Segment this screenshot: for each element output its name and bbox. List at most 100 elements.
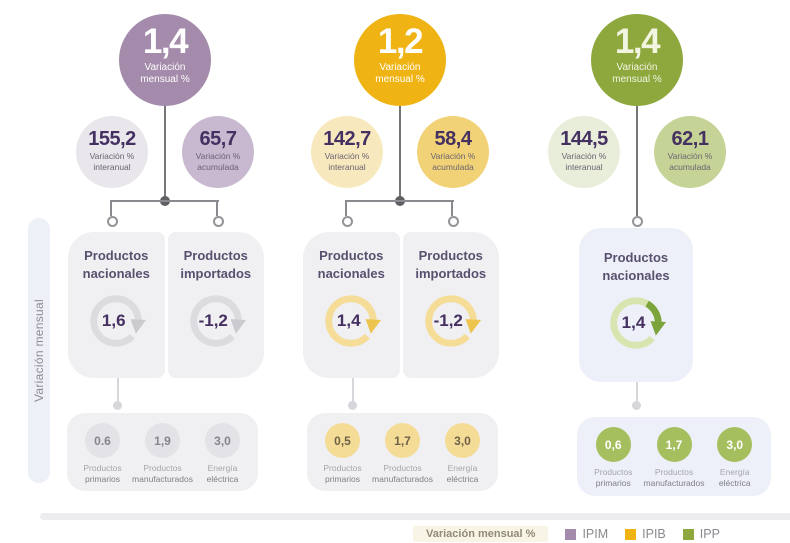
circular-arrow-icon (325, 295, 382, 348)
ipib-swatch-icon (625, 528, 637, 540)
products-card: Productos nacionales 1,6 Productos impor… (68, 232, 264, 378)
title-line: importados (415, 266, 487, 282)
breakdown-value-bubble: 1,7 (656, 427, 692, 462)
circular-arrow-wrap: 1,4 (605, 292, 667, 354)
label-line: acumulada (669, 162, 711, 173)
node-circle (213, 216, 224, 227)
accumulated-circle: 65,7 Variación % acumulada (182, 116, 254, 188)
legend-title: Variación mensual % (413, 526, 549, 542)
branch-line (345, 200, 454, 202)
accumulated-label: Variación % acumulada (654, 151, 726, 174)
breakdown-item: 1,7 Productos manufacturados (644, 427, 705, 496)
node-circle (448, 216, 459, 227)
card-productos-importados: Productos importados -1,2 (167, 232, 264, 378)
label-line: Variación % (195, 151, 241, 161)
label-line: Variación (379, 61, 421, 73)
circular-arrow-wrap: -1,2 (420, 290, 482, 352)
breakdown-label: Productos manufacturados (644, 467, 705, 489)
interannual-value: 144,5 (560, 128, 608, 150)
ipim-swatch-icon (565, 528, 577, 540)
breakdown-value-bubble: 1,7 (385, 423, 420, 458)
monthly-variation-circle: 1,4 Variación mensual % (591, 14, 683, 106)
card-productos-nacionales: Productos nacionales 1,6 (68, 232, 165, 378)
circular-arrow-icon (90, 295, 147, 348)
label-line: Productos (83, 463, 122, 473)
monthly-variation-value: 1,2 (377, 22, 424, 61)
breakdown-item: 3,0 Energía eléctrica (193, 423, 252, 491)
breakdown-label: Energía eléctrica (704, 467, 765, 489)
connector-line (636, 382, 638, 404)
label-line: Productos (383, 463, 422, 473)
label-line: manufacturados (132, 474, 193, 485)
label-line: mensual % (140, 74, 190, 86)
card-title: Productos nacionales (579, 249, 693, 285)
legend-item-ipp: IPP (682, 527, 720, 541)
label-line: Variación % (561, 151, 607, 161)
breakdown-item: 3,0 Energía eléctrica (704, 427, 765, 496)
label-line: eléctrica (718, 478, 751, 489)
breakdown-label: Productos manufacturados (132, 463, 193, 485)
title-line: Productos (183, 248, 248, 263)
interannual-label: Variación % interanual (311, 151, 383, 174)
breakdown-value-bubble: 3,0 (205, 423, 240, 458)
label-line: Energía (447, 463, 478, 473)
label-line: Variación % (89, 151, 135, 161)
accumulated-value: 65,7 (199, 128, 237, 150)
sidebar-label: Variación mensual (32, 299, 46, 402)
circular-arrow-wrap: -1,2 (185, 290, 247, 352)
interannual-label: Variación % interanual (76, 151, 148, 174)
footer-divider-bar (40, 513, 790, 520)
imported-products-value: -1,2 (198, 311, 228, 331)
accumulated-value: 58,4 (434, 128, 472, 150)
breakdown-item: 3,0 Energía eléctrica (433, 423, 492, 491)
breakdown-item: 1,9 Productos manufacturados (132, 423, 193, 491)
circular-arrow-wrap: 1,6 (85, 290, 147, 352)
monthly-variation-circle: 1,2 Variación mensual % (354, 14, 446, 106)
accumulated-label: Variación % acumulada (417, 151, 489, 174)
branch-line (451, 201, 453, 216)
node-circle (342, 216, 353, 227)
national-products-value: 1,6 (101, 311, 126, 331)
column-ipim: 1,4 Variación mensual % 155,2 Variación … (53, 0, 303, 543)
interannual-label: Variación % interanual (548, 151, 620, 174)
title-line: importados (180, 266, 252, 282)
legend-label: IPP (699, 527, 720, 541)
interannual-value: 155,2 (88, 128, 136, 150)
breakdown-value-bubble: 0.6 (85, 423, 121, 458)
label-line: interanual (93, 162, 131, 173)
label-line: Productos (323, 463, 362, 473)
column-ipp: 1,4 Variación mensual % 144,5 Variación … (525, 0, 775, 543)
label-line: acumulada (197, 162, 239, 173)
products-card: Productos nacionales 1,4 Productos impor… (303, 232, 499, 378)
monthly-variation-value: 1,4 (614, 22, 661, 61)
interannual-circle: 144,5 Variación % interanual (548, 116, 620, 188)
legend-item-ipib: IPIB (625, 527, 666, 541)
breakdown-card: 0,6 Productos primarios 1,7 Productos ma… (577, 417, 771, 496)
monthly-variation-circle: 1,4 Variación mensual % (119, 14, 211, 106)
title-line: Productos (603, 250, 669, 265)
breakdown-item: 0,5 Productos primarios (313, 423, 372, 491)
breakdown-item: 0.6 Productos primarios (73, 423, 132, 491)
label-line: Variación (616, 61, 658, 73)
breakdown-item: 1,7 Productos manufacturados (372, 423, 433, 491)
card-title: Productos nacionales (303, 247, 400, 283)
circular-arrow-icon (610, 297, 667, 350)
branch-line (110, 201, 112, 216)
accumulated-circle: 62,1 Variación % acumulada (654, 116, 726, 188)
breakdown-label: Productos primarios (73, 463, 132, 485)
label-line: Variación % (430, 151, 476, 161)
label-line: eléctrica (446, 474, 479, 485)
label-line: primarios (325, 474, 360, 485)
connector-dot (632, 401, 641, 410)
card-productos-nacionales: Productos nacionales 1,4 (303, 232, 400, 378)
accumulated-value: 62,1 (671, 128, 709, 150)
monthly-variation-label: Variación mensual % (354, 62, 446, 87)
label-line: manufacturados (643, 478, 705, 489)
card-productos-importados: Productos importados -1,2 (402, 232, 499, 378)
breakdown-value-bubble: 3,0 (717, 427, 753, 462)
breakdown-item: 0,6 Productos primarios (583, 427, 644, 496)
interannual-value: 142,7 (323, 128, 371, 150)
circular-arrow-wrap: 1,4 (320, 290, 382, 352)
legend-label: IPIB (642, 527, 666, 541)
